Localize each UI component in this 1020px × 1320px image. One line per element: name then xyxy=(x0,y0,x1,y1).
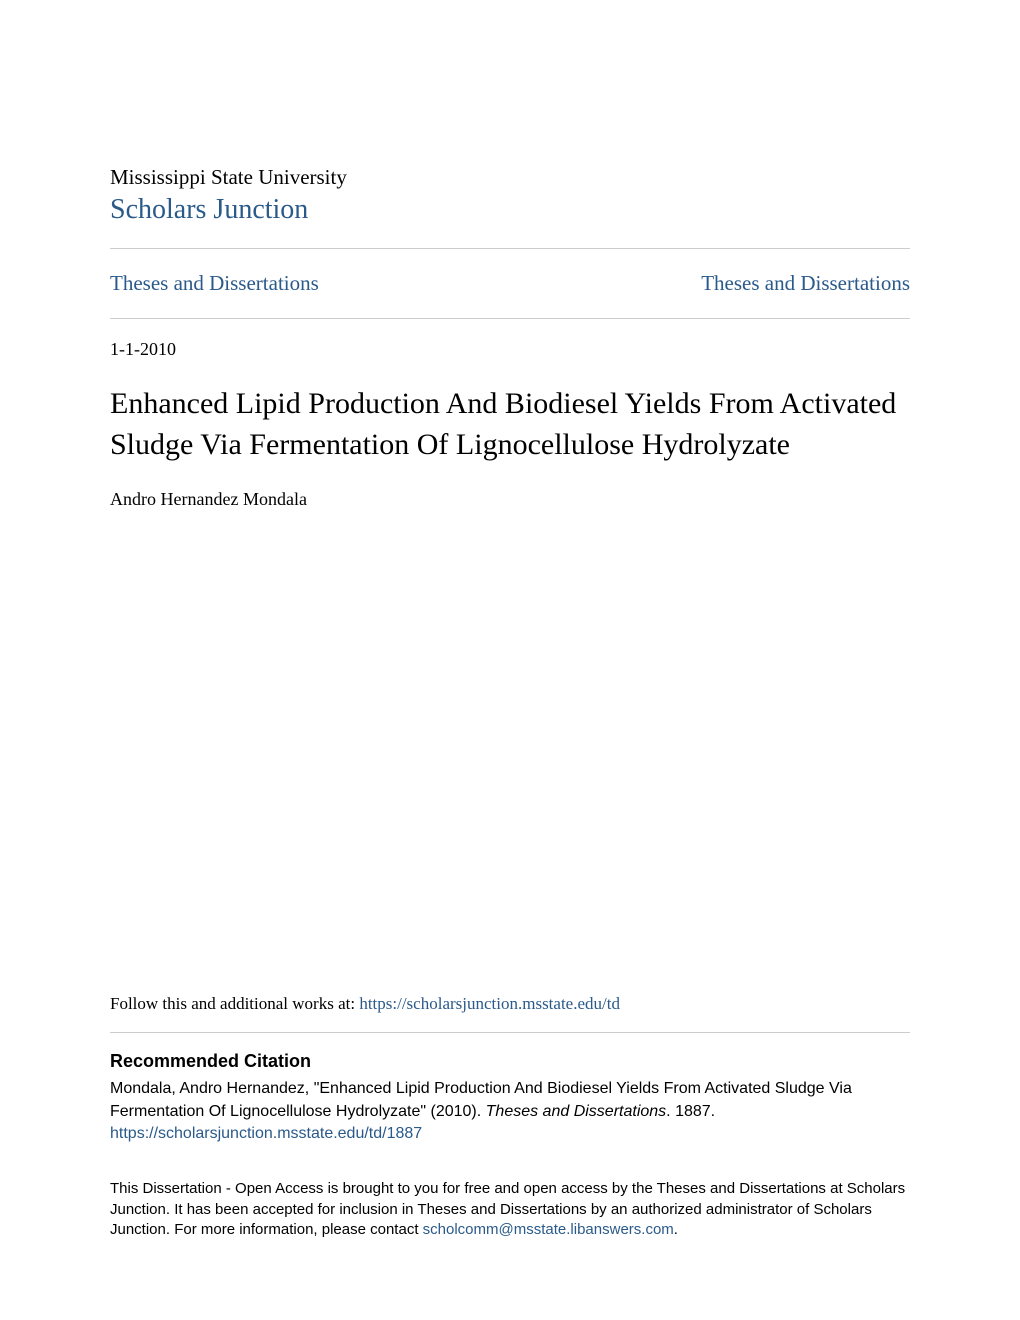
collection-divider xyxy=(110,318,910,319)
follow-text: Follow this and additional works at: htt… xyxy=(110,994,910,1014)
citation-divider xyxy=(110,1032,910,1033)
collection-row: Theses and Dissertations Theses and Diss… xyxy=(110,249,910,318)
footer-section: Follow this and additional works at: htt… xyxy=(110,994,910,1240)
publication-date: 1-1-2010 xyxy=(110,339,910,360)
repository-link[interactable]: Scholars Junction xyxy=(110,194,308,226)
citation-part1: Mondala, Andro Hernandez, "Enhanced Lipi… xyxy=(110,1080,852,1119)
citation-series: Theses and Dissertations xyxy=(486,1103,667,1120)
citation-text: Mondala, Andro Hernandez, "Enhanced Lipi… xyxy=(110,1078,910,1123)
document-title: Enhanced Lipid Production And Biodiesel … xyxy=(110,384,910,465)
institution-name: Mississippi State University xyxy=(110,165,910,190)
citation-part2: . 1887. xyxy=(666,1103,715,1120)
collection-link-left[interactable]: Theses and Dissertations xyxy=(110,271,319,296)
contact-email-link[interactable]: scholcomm@msstate.libanswers.com xyxy=(423,1221,674,1238)
access-part2: . xyxy=(674,1221,678,1238)
follow-prefix: Follow this and additional works at: xyxy=(110,994,359,1013)
citation-url-link[interactable]: https://scholarsjunction.msstate.edu/td/… xyxy=(110,1125,910,1143)
follow-link[interactable]: https://scholarsjunction.msstate.edu/td xyxy=(359,994,620,1013)
author-name: Andro Hernandez Mondala xyxy=(110,489,910,510)
access-statement: This Dissertation - Open Access is broug… xyxy=(110,1179,910,1240)
collection-link-right[interactable]: Theses and Dissertations xyxy=(701,271,910,296)
header-block: Mississippi State University Scholars Ju… xyxy=(110,165,910,248)
citation-heading: Recommended Citation xyxy=(110,1051,910,1072)
